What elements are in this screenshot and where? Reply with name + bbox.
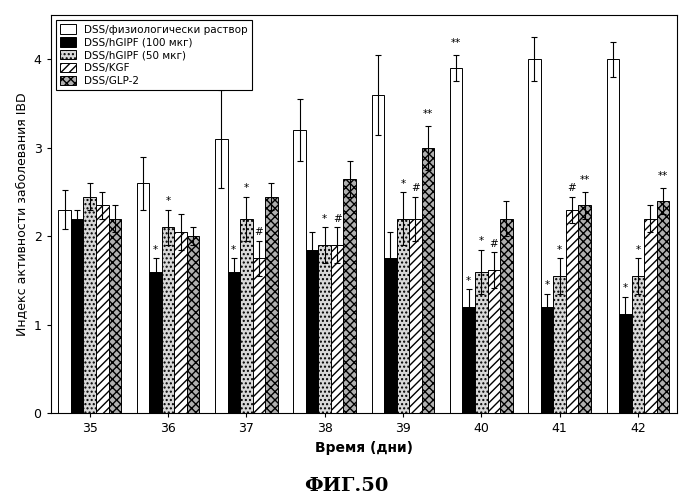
Text: #: # [489,238,498,248]
Text: **: ** [423,108,433,118]
Text: *: * [635,245,640,255]
Bar [554,276,566,413]
Bar [606,60,619,414]
Bar [306,250,318,414]
Text: *: * [466,276,471,286]
Text: *: * [244,183,249,193]
Text: *: * [623,283,628,293]
Bar [462,307,475,414]
Bar [149,272,162,414]
Bar [162,228,174,414]
Bar [397,218,409,414]
Bar [215,139,228,413]
Bar [331,245,343,414]
Text: ФИГ.50: ФИГ.50 [304,477,388,495]
Text: *: * [545,280,549,290]
Bar [240,218,253,414]
Bar [657,201,669,414]
Bar [174,232,187,414]
Text: **: ** [658,170,668,180]
Bar [450,68,462,414]
Text: *: * [153,245,158,255]
Bar [187,236,199,414]
Bar [253,258,265,414]
Text: #: # [567,183,576,193]
Bar [137,183,149,414]
Bar [566,210,579,414]
Bar [109,218,121,414]
Bar [409,218,421,414]
Text: #: # [333,214,342,224]
Bar [540,307,554,414]
Bar [579,206,591,414]
Bar [58,210,71,414]
Text: **: ** [579,175,590,185]
Text: *: * [165,196,171,206]
Text: #: # [411,183,420,193]
Bar [228,272,240,414]
Bar [372,94,384,413]
Bar [384,258,397,414]
Text: *: * [322,214,327,224]
X-axis label: Время (дни): Время (дни) [315,441,413,455]
Bar [265,196,277,414]
Bar [343,179,356,414]
Bar [528,60,540,414]
Text: *: * [479,236,484,246]
Bar [421,148,435,413]
Legend: DSS/физиологически раствор, DSS/hGIPF (100 мкг), DSS/hGIPF (50 мкг), DSS/KGF, DS: DSS/физиологически раствор, DSS/hGIPF (1… [56,20,252,90]
Text: **: ** [451,38,462,48]
Text: *: * [231,245,237,255]
Text: *: * [401,178,406,188]
Bar [475,272,487,414]
Bar [318,245,331,414]
Bar [632,276,644,413]
Text: *: * [557,245,562,255]
Bar [500,218,513,414]
Bar [71,218,84,414]
Bar [84,196,96,414]
Bar [619,314,632,414]
Bar [293,130,306,414]
Y-axis label: Индекс активности заболевания IBD: Индекс активности заболевания IBD [15,92,28,336]
Text: #: # [255,227,263,237]
Bar [644,218,657,414]
Bar [96,206,109,414]
Bar [487,270,500,414]
